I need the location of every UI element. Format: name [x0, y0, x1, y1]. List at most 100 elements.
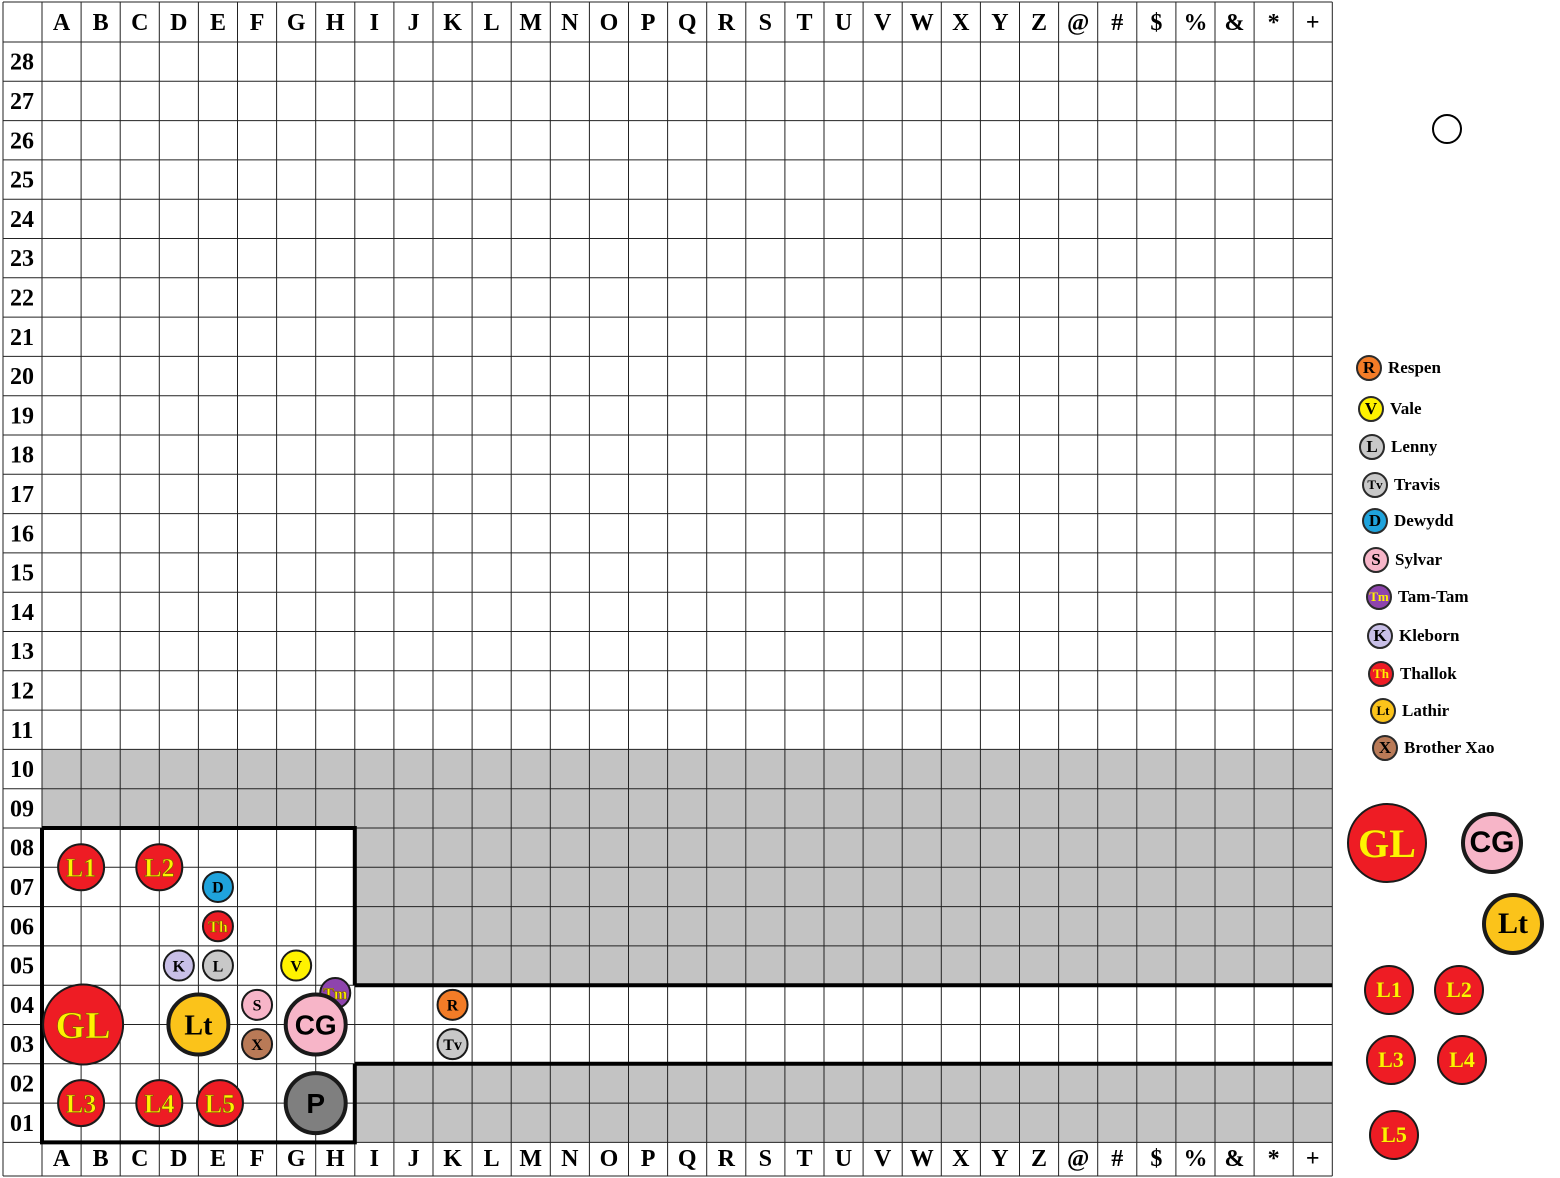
col-header-bottom-5: F — [250, 1146, 265, 1172]
legend-name: Lenny — [1391, 437, 1438, 456]
row-header-15: 15 — [10, 561, 34, 587]
legend-entry: Th Thallok — [1368, 661, 1457, 687]
col-header-top-1: B — [93, 10, 109, 36]
reserve-token-L4: L4 — [1437, 1035, 1487, 1085]
legend-name: Tam-Tam — [1398, 587, 1469, 606]
legend-entry: Tm Tam-Tam — [1366, 584, 1469, 610]
token-D — [201, 870, 234, 903]
col-header-bottom-17: R — [718, 1146, 736, 1172]
row-header-08: 08 — [10, 836, 34, 862]
token-L1 — [57, 843, 106, 892]
token-K — [162, 949, 195, 982]
row-header-17: 17 — [10, 482, 34, 508]
token-label-L5: L5 — [205, 1089, 235, 1118]
reserve-token-Lt: Lt — [1482, 893, 1544, 955]
col-header-bottom-19: T — [796, 1146, 812, 1172]
col-header-top-22: W — [910, 10, 934, 36]
row-header-23: 23 — [10, 246, 34, 272]
col-header-top-5: F — [250, 10, 265, 36]
room-wall-lower — [40, 828, 357, 1145]
col-header-bottom-0: A — [53, 1146, 71, 1172]
col-header-top-9: J — [407, 10, 419, 36]
col-header-top-32: + — [1306, 10, 1320, 36]
col-header-top-3: D — [170, 10, 187, 36]
col-header-top-21: V — [874, 10, 892, 36]
token-label-L3: L3 — [66, 1089, 96, 1118]
token-Lt — [166, 992, 231, 1057]
col-header-bottom-7: H — [326, 1146, 345, 1172]
legend-token-R: R — [1356, 355, 1382, 381]
legend-entry: L Lenny — [1359, 434, 1437, 460]
col-header-bottom-30: & — [1225, 1146, 1245, 1172]
row-header-02: 02 — [10, 1071, 34, 1097]
col-header-bottom-28: $ — [1150, 1146, 1162, 1172]
token-label-R: R — [447, 998, 459, 1015]
legend-name: Brother Xao — [1404, 738, 1495, 757]
legend-token-Tv: Tv — [1362, 472, 1388, 498]
token-label-Th: Th — [208, 919, 228, 936]
reserve-token-L5: L5 — [1369, 1110, 1419, 1160]
legend-name: Vale — [1390, 399, 1422, 418]
row-header-14: 14 — [10, 600, 34, 626]
col-header-top-23: X — [952, 10, 970, 36]
legend-name: Lathir — [1402, 701, 1450, 720]
row-header-10: 10 — [10, 757, 34, 783]
col-header-bottom-16: Q — [678, 1146, 697, 1172]
col-header-top-2: C — [131, 10, 148, 36]
col-header-top-19: T — [796, 10, 812, 36]
token-label-X: X — [251, 1037, 263, 1054]
col-header-top-29: % — [1183, 10, 1207, 36]
col-header-top-26: @ — [1067, 10, 1089, 36]
legend-entry: V Vale — [1358, 396, 1422, 422]
legend-token-K: K — [1367, 623, 1393, 649]
col-header-top-10: K — [443, 10, 462, 36]
legend-token-L: L — [1359, 434, 1385, 460]
legend-entry: D Dewydd — [1362, 508, 1454, 534]
row-header-07: 07 — [10, 875, 34, 901]
legend-token-Tm: Tm — [1366, 584, 1392, 610]
token-label-L4: L4 — [144, 1089, 174, 1118]
legend-name: Dewydd — [1394, 511, 1454, 530]
row-header-13: 13 — [10, 639, 34, 665]
legend-token-X: X — [1372, 735, 1398, 761]
legend-name: Thallok — [1400, 664, 1457, 683]
token-label-Lt: Lt — [184, 1011, 213, 1042]
token-label-L: L — [213, 958, 224, 975]
row-header-04: 04 — [10, 993, 34, 1019]
reserve-token-CG: CG — [1461, 812, 1523, 874]
col-header-top-16: Q — [678, 10, 697, 36]
col-header-top-15: P — [641, 10, 656, 36]
col-header-bottom-3: D — [170, 1146, 187, 1172]
token-label-L2: L2 — [144, 854, 174, 883]
legend-name: Kleborn — [1399, 626, 1460, 645]
col-header-top-27: # — [1111, 10, 1123, 36]
battle-map-grid: AABBCCDDEEFFGGHHIIJJKKLLMMNNOOPPQQRRSSTT… — [2, 1, 1333, 1177]
col-header-top-28: $ — [1150, 10, 1162, 36]
col-header-bottom-11: L — [484, 1146, 500, 1172]
col-header-top-6: G — [287, 10, 306, 36]
col-header-top-30: & — [1225, 10, 1245, 36]
col-header-bottom-21: V — [874, 1146, 892, 1172]
reserve-token-L3: L3 — [1366, 1035, 1416, 1085]
token-L3 — [57, 1079, 106, 1128]
row-header-20: 20 — [10, 364, 34, 390]
row-header-11: 11 — [11, 718, 34, 744]
col-header-bottom-20: U — [835, 1146, 852, 1172]
token-legend: R Respen V Vale L Lenny Tv Travis D Dewydd S Sylvar… — [1340, 0, 1560, 1178]
col-header-top-17: R — [718, 10, 736, 36]
col-header-bottom-24: Y — [991, 1146, 1008, 1172]
token-label-CG: CG — [295, 1010, 337, 1041]
reserve-token-L1: L1 — [1364, 965, 1414, 1015]
col-header-top-13: N — [561, 10, 579, 36]
legend-entry: X Brother Xao — [1372, 735, 1495, 761]
col-header-bottom-9: J — [407, 1146, 419, 1172]
row-header-05: 05 — [10, 954, 34, 980]
row-header-24: 24 — [10, 207, 34, 233]
token-S — [241, 988, 274, 1021]
token-L2 — [135, 843, 184, 892]
row-header-06: 06 — [10, 914, 34, 940]
col-header-bottom-31: * — [1268, 1146, 1280, 1172]
col-header-top-4: E — [210, 10, 226, 36]
col-header-bottom-26: @ — [1067, 1146, 1089, 1172]
row-header-28: 28 — [10, 50, 34, 76]
